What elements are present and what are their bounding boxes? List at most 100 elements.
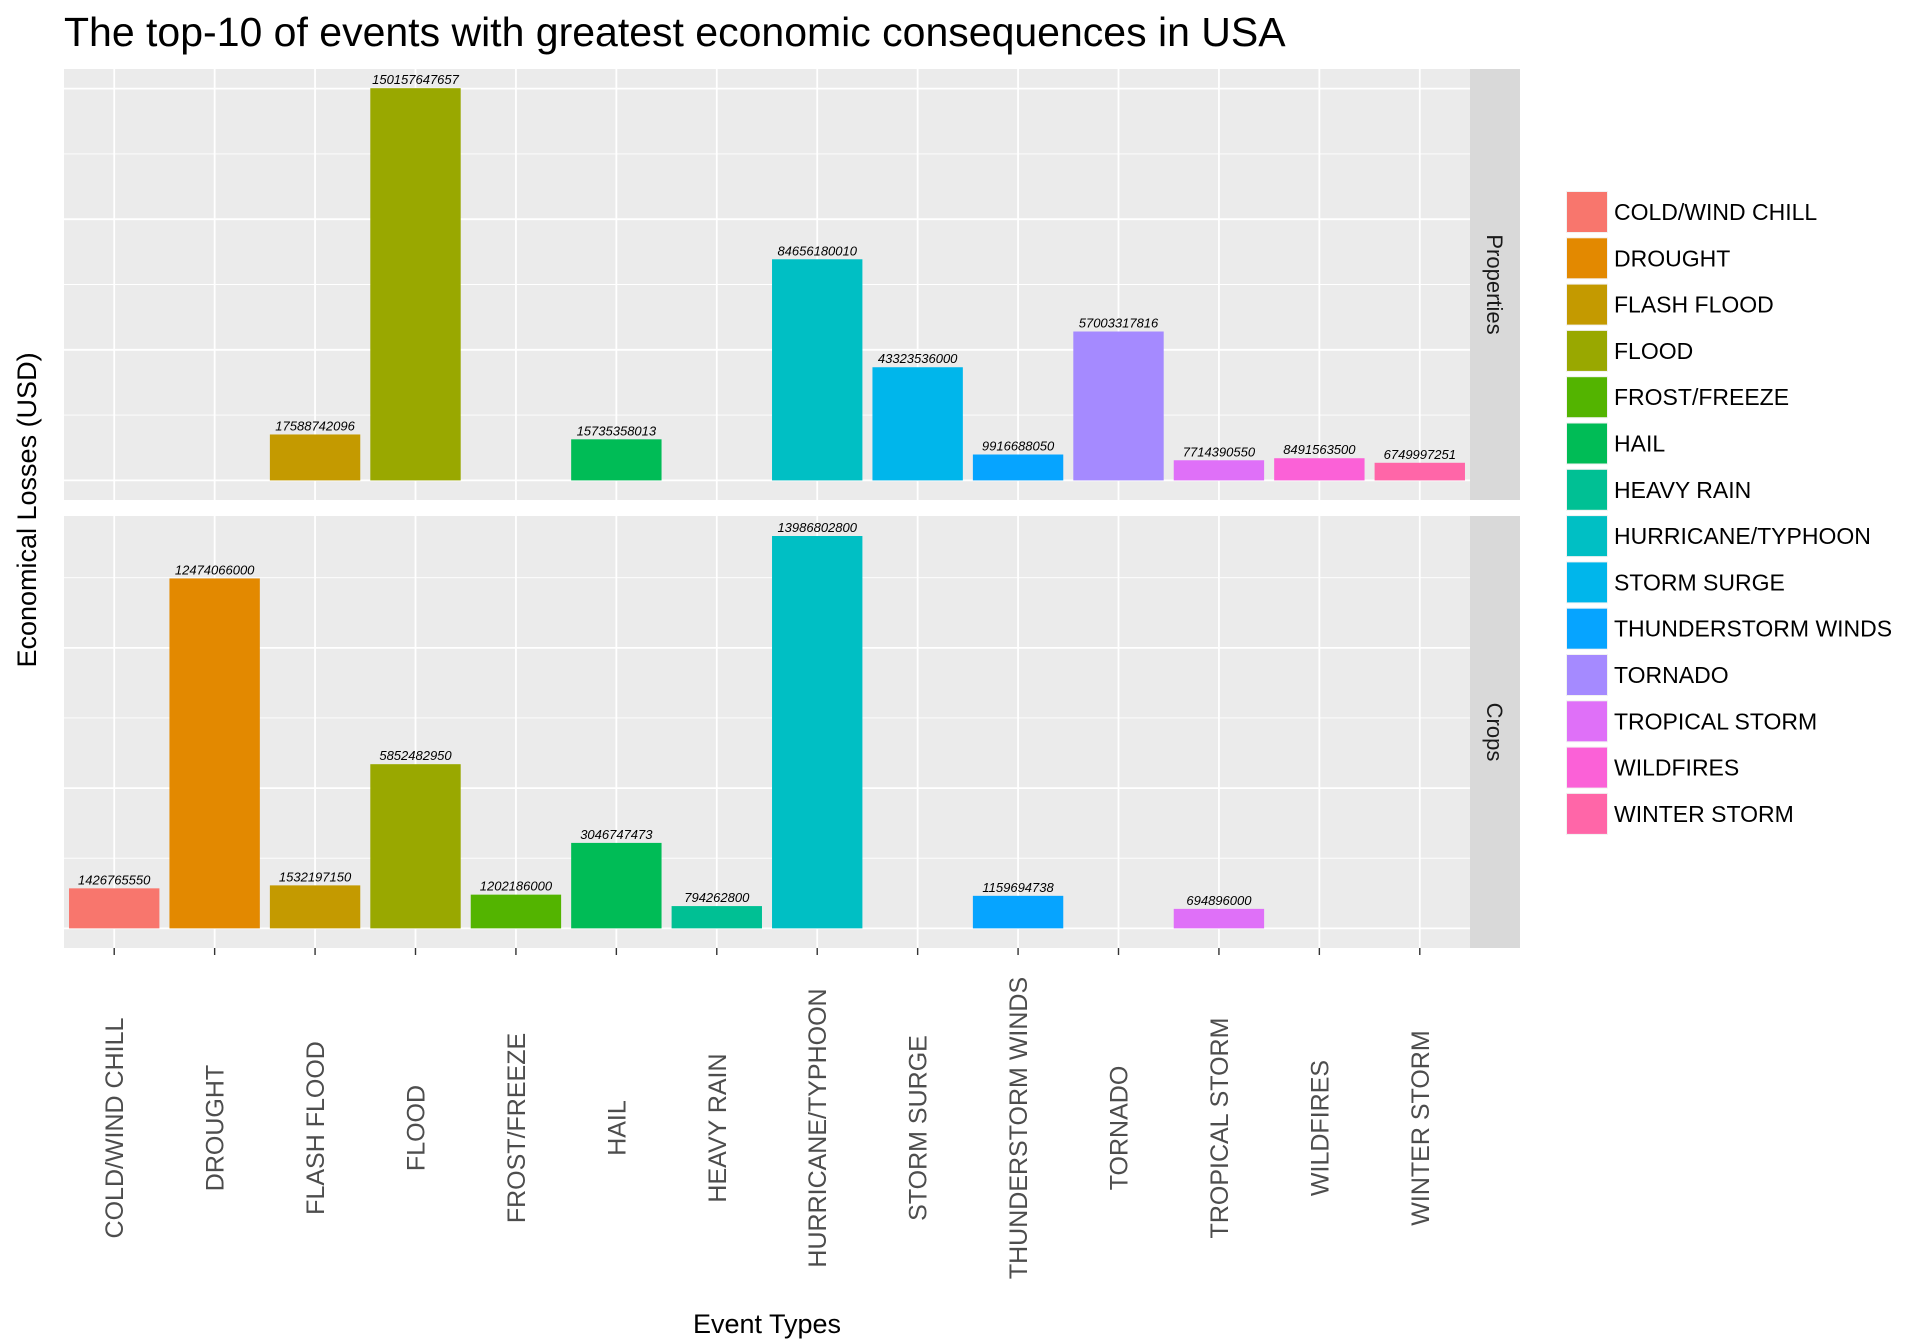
legend-label: DROUGHT	[1614, 245, 1730, 271]
bar-crops-0	[69, 888, 160, 929]
bar-crops-3	[370, 764, 461, 929]
data-label: 5852482950	[379, 748, 452, 763]
data-label: 1159694738	[982, 880, 1054, 895]
bar-properties-7	[772, 259, 863, 481]
x-tick-label: STORM SURGE	[905, 1035, 933, 1221]
x-tick-label: HEAVY RAIN	[704, 1053, 732, 1202]
bar-properties-9	[972, 454, 1064, 481]
data-label: 57003317816	[1079, 316, 1159, 331]
legend-label: TORNADO	[1614, 662, 1729, 688]
data-label: 694896000	[1186, 893, 1252, 908]
bar-properties-2	[269, 434, 361, 481]
legend-label: STORM SURGE	[1614, 569, 1785, 595]
legend-item: COLD/WIND CHILL	[1566, 191, 1817, 233]
legend-swatch	[1567, 192, 1607, 232]
legend: COLD/WIND CHILL DROUGHT FLASH FLOOD FLOOD FR…	[1566, 191, 1892, 835]
data-label: 9916688050	[982, 439, 1055, 454]
bar-properties-8	[872, 367, 963, 481]
bar-properties-11	[1173, 460, 1265, 481]
x-tick-label: HAIL	[603, 1100, 631, 1156]
bar-properties-10	[1073, 331, 1164, 481]
bar-properties-5	[571, 439, 662, 481]
legend-swatch	[1567, 238, 1607, 279]
bar-crops-9	[972, 895, 1064, 929]
bar-crops-1	[169, 578, 260, 929]
legend-item: TORNADO	[1566, 654, 1729, 696]
bar-crops-6	[671, 906, 762, 929]
data-label: 43323536000	[878, 351, 958, 366]
legend-item: HAIL	[1566, 422, 1665, 465]
legend-label: THUNDERSTORM WINDS	[1614, 616, 1892, 642]
legend-swatch	[1567, 793, 1607, 834]
facet-strip-label: Properties	[1482, 234, 1507, 334]
data-label: 7714390550	[1183, 444, 1256, 459]
facet-strip	[1470, 516, 1520, 948]
legend-label: TROPICAL STORM	[1614, 708, 1817, 734]
bar-properties-12	[1274, 458, 1365, 481]
data-label: 15735358013	[577, 423, 657, 438]
legend-swatch	[1567, 516, 1607, 557]
legend-item: WILDFIRES	[1566, 746, 1739, 789]
legend-label: FLASH FLOOD	[1614, 292, 1774, 318]
x-tick-label: HURRICANE/TYPHOON	[804, 988, 832, 1267]
data-label: 3046747473	[580, 827, 653, 842]
x-tick-label: WILDFIRES	[1306, 1060, 1334, 1196]
facet-panel-properties: 17588742096 150157647657 15735358013 846561…	[64, 69, 1520, 500]
data-label: 8491563500	[1283, 442, 1356, 457]
legend-item: FROST/FREEZE	[1566, 376, 1789, 419]
legend-label: COLD/WIND CHILL	[1614, 199, 1817, 225]
legend-swatch	[1567, 469, 1607, 510]
legend-label: FROST/FREEZE	[1614, 384, 1789, 410]
legend-label: HEAVY RAIN	[1614, 477, 1751, 503]
facet-strip	[1470, 69, 1520, 500]
chart-title: The top-10 of events with greatest econo…	[64, 9, 1286, 55]
data-label: 17588742096	[275, 418, 355, 433]
x-tick-label: TROPICAL STORM	[1206, 1018, 1234, 1239]
legend-item: WINTER STORM	[1566, 792, 1794, 835]
x-tick-label: FLOOD	[403, 1085, 431, 1171]
data-label: 12474066000	[175, 562, 255, 577]
x-axis: COLD/WIND CHILL DROUGHT FLASH FLOOD FLOOD FR…	[101, 948, 1435, 1279]
data-label: 1426765550	[78, 872, 151, 887]
legend-swatch	[1567, 747, 1607, 788]
legend-item: FLOOD	[1566, 329, 1693, 372]
data-label: 150157647657	[372, 72, 460, 87]
legend-swatch	[1567, 655, 1607, 695]
x-tick-label: THUNDERSTORM WINDS	[1005, 977, 1033, 1279]
data-label: 6749997251	[1384, 447, 1456, 462]
x-tick-label: FLASH FLOOD	[302, 1041, 330, 1215]
legend-label: HAIL	[1614, 431, 1665, 457]
bar-crops-5	[571, 842, 662, 929]
x-axis-title: Event Types	[693, 1309, 841, 1339]
legend-item: HURRICANE/TYPHOON	[1566, 515, 1871, 558]
facet-panels: 17588742096 150157647657 15735358013 846561…	[64, 69, 1520, 948]
data-label: 794262800	[684, 890, 750, 905]
legend-item: HEAVY RAIN	[1566, 468, 1751, 511]
x-tick-label: TORNADO	[1106, 1066, 1134, 1191]
legend-swatch	[1567, 562, 1607, 603]
legend-label: HURRICANE/TYPHOON	[1614, 523, 1871, 549]
legend-item: DROUGHT	[1566, 237, 1730, 280]
legend-item: THUNDERSTORM WINDS	[1566, 607, 1892, 650]
x-tick-label: WINTER STORM	[1407, 1030, 1435, 1225]
bar-crops-7	[772, 536, 863, 929]
data-label: 84656180010	[777, 243, 857, 258]
bar-crops-11	[1173, 908, 1265, 929]
legend-item: FLASH FLOOD	[1566, 283, 1774, 326]
legend-swatch	[1567, 377, 1607, 418]
legend-label: WINTER STORM	[1614, 801, 1794, 827]
data-label: 1532197150	[279, 869, 352, 884]
legend-swatch	[1567, 330, 1607, 371]
bar-properties-3	[370, 88, 461, 481]
bar-properties-13	[1374, 462, 1465, 481]
legend-swatch	[1567, 284, 1607, 325]
legend-item: TROPICAL STORM	[1566, 700, 1817, 743]
facet-strip-label: Crops	[1482, 703, 1507, 762]
facet-panel-crops: 1426765550 12474066000 1532197150 585248295…	[64, 516, 1520, 948]
x-tick-label: FROST/FREEZE	[503, 1033, 531, 1223]
legend-label: WILDFIRES	[1614, 755, 1739, 781]
legend-item: STORM SURGE	[1566, 561, 1785, 604]
legend-label: FLOOD	[1614, 338, 1693, 364]
